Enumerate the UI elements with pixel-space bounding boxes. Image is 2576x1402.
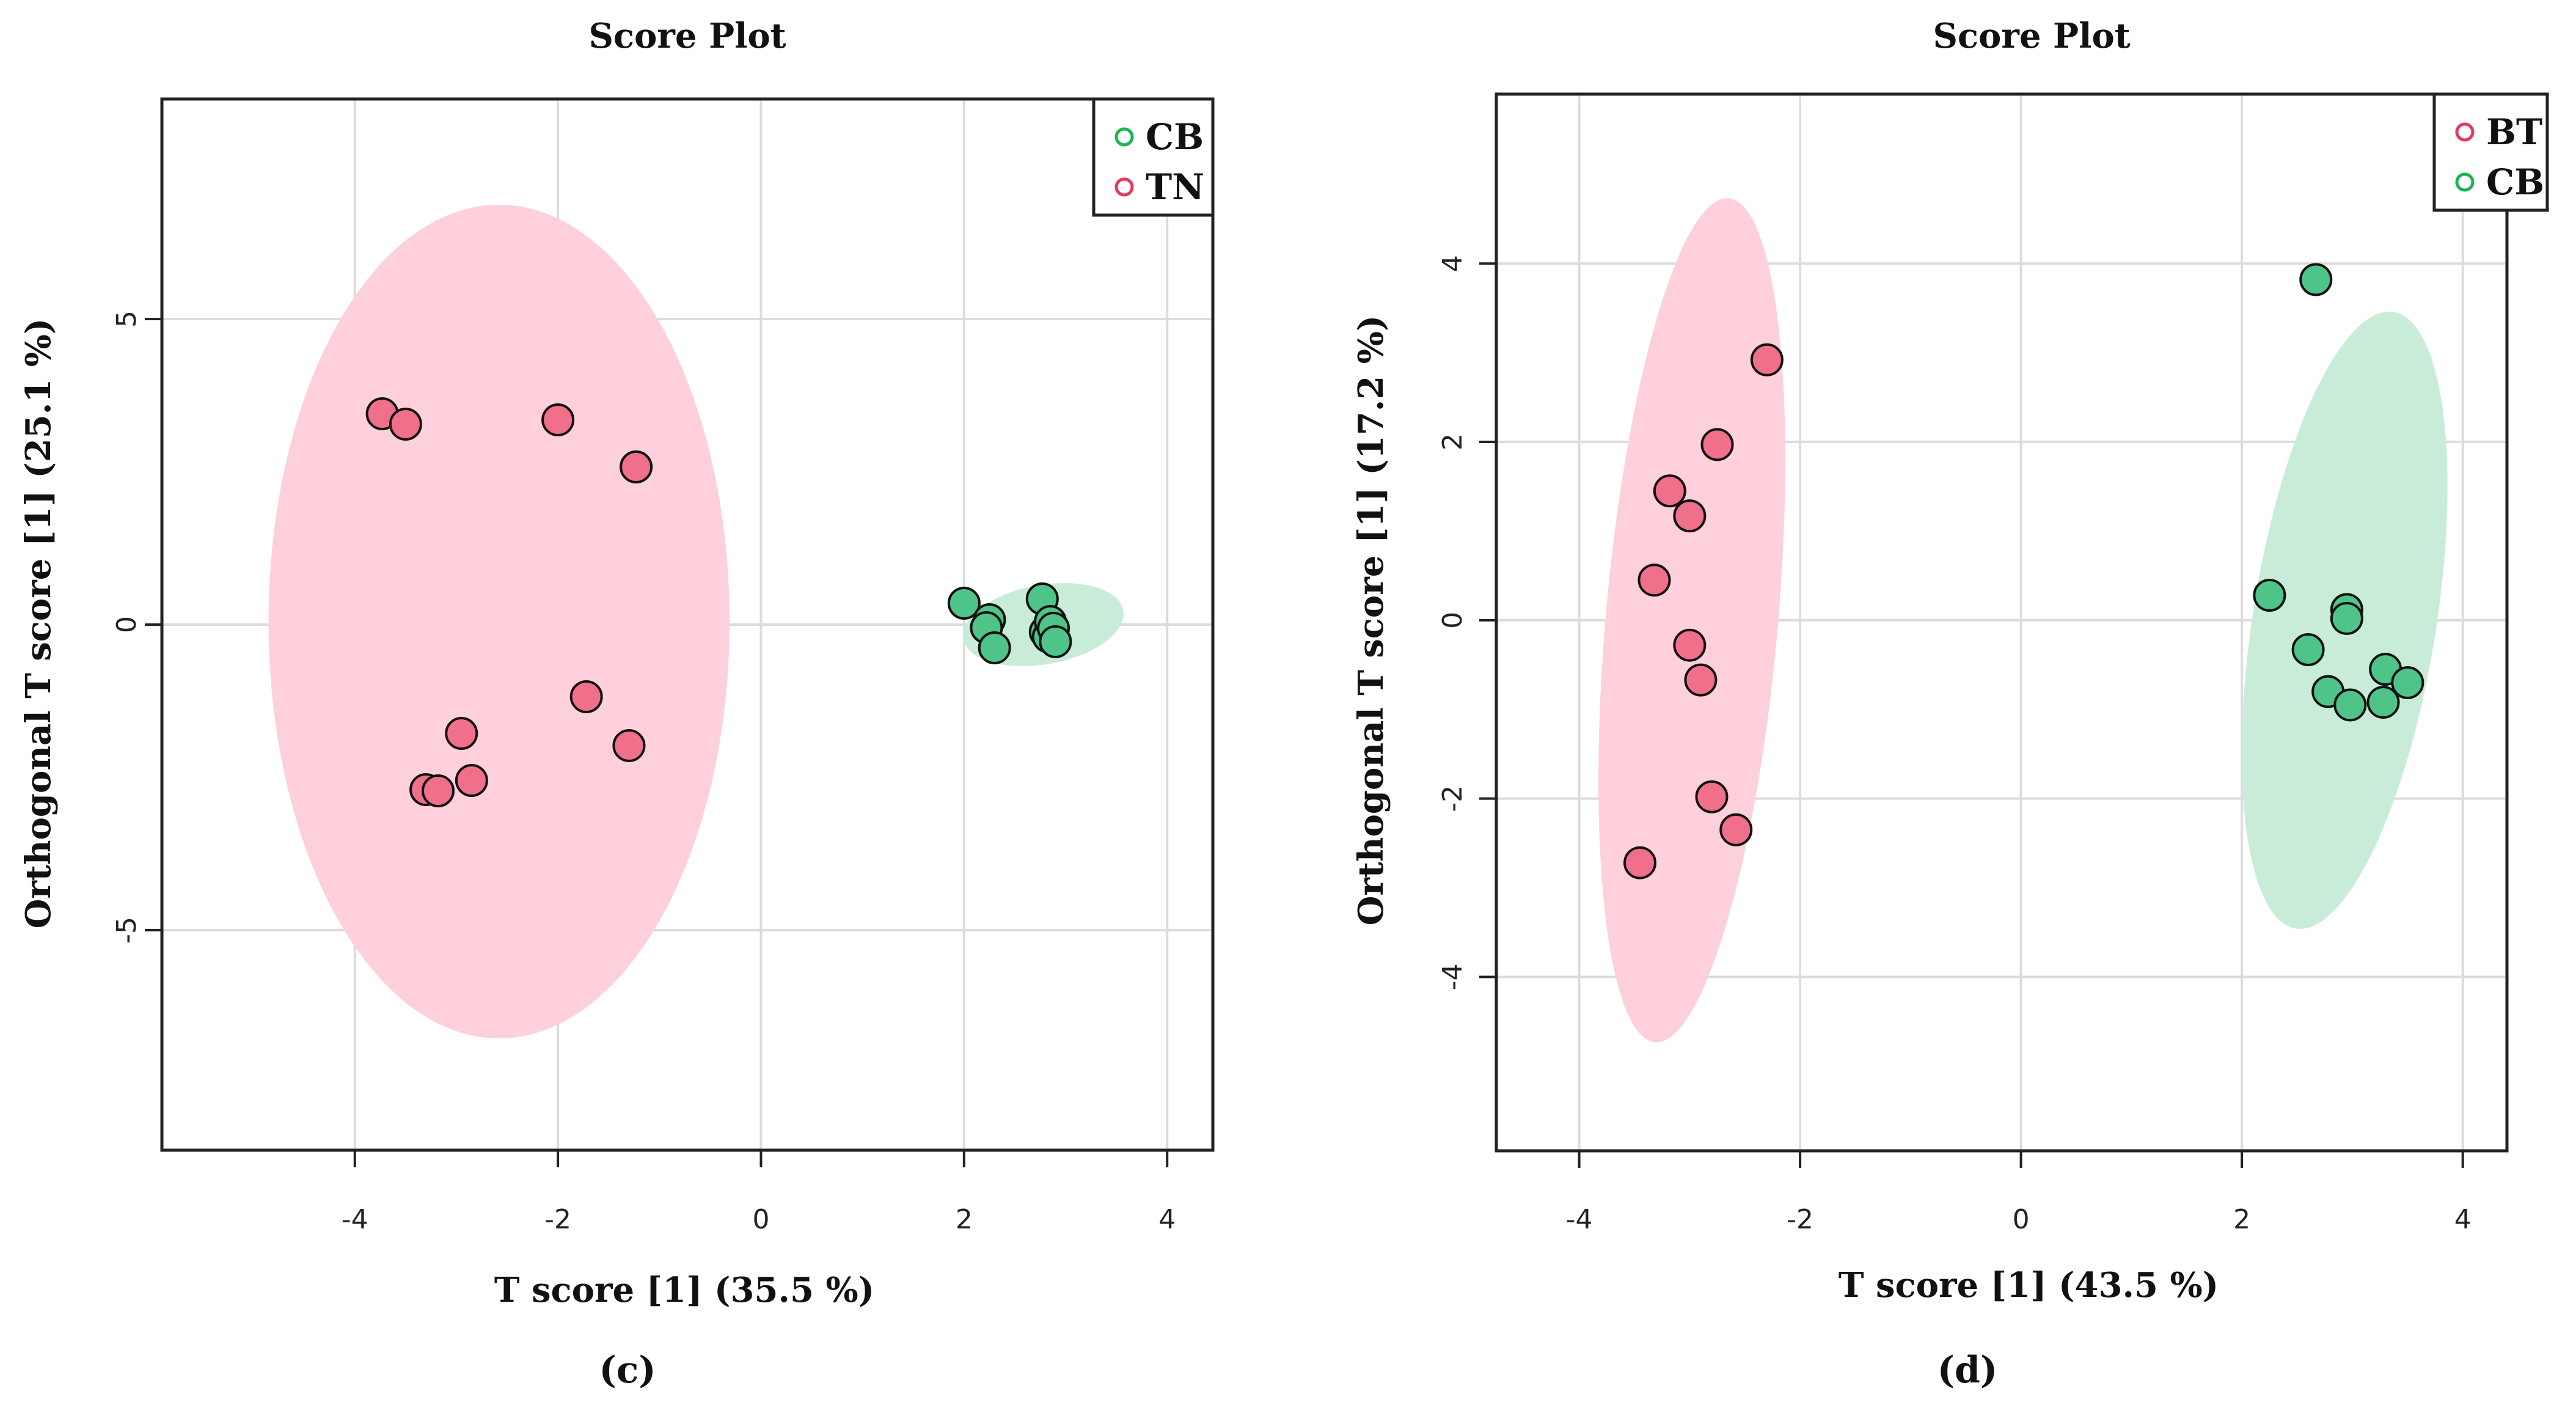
x-axis-label: T score [1] (35.5 %) <box>494 1270 874 1310</box>
legend: BT CB <box>2432 92 2549 212</box>
x-axis-label: T score [1] (43.5 %) <box>1839 1265 2219 1305</box>
data-point-cb <box>978 631 1011 664</box>
data-point-cb <box>947 587 981 620</box>
data-point-cb <box>2291 633 2325 667</box>
data-point-bt <box>1673 499 1707 533</box>
data-point-cb <box>1039 625 1072 658</box>
plot-area <box>1598 198 2448 1043</box>
x-tick-label: 2 <box>956 1204 973 1235</box>
x-tick-label: 4 <box>2454 1204 2472 1235</box>
data-point-bt <box>1719 813 1753 846</box>
x-tick-label: 0 <box>2013 1204 2030 1235</box>
data-point-tn <box>389 408 422 441</box>
legend-label-cb: CB <box>2486 161 2544 203</box>
data-point-bt <box>1695 780 1729 813</box>
legend-marker-bt <box>2455 122 2475 142</box>
legend-marker-tn <box>1114 177 1134 197</box>
y-axis-label: Orthogonal T score [1] (25.1 %) <box>18 318 59 929</box>
chart-title: Score Plot <box>1933 16 2130 56</box>
data-point-bt <box>1684 663 1718 697</box>
legend-marker-cb <box>2455 172 2475 192</box>
confidence-ellipse-bt <box>1598 198 1785 1043</box>
legend-label-cb: CB <box>1146 116 1204 158</box>
data-point-cb <box>2330 601 2363 635</box>
data-point-bt <box>1673 628 1707 662</box>
legend-label-bt: BT <box>2486 111 2542 153</box>
legend-label-tn: TN <box>1146 166 1204 208</box>
y-tick-label: -2 <box>1437 785 1468 812</box>
data-point-cb <box>2253 578 2286 612</box>
plot-frame <box>1495 92 2509 1153</box>
y-tick-label: 0 <box>1437 612 1468 629</box>
data-point-bt <box>1637 563 1671 597</box>
data-point-cb <box>2391 666 2424 699</box>
data-point-cb <box>2333 688 2367 722</box>
x-tick-label: -2 <box>1787 1204 1813 1235</box>
chart-title: Score Plot <box>588 16 786 56</box>
data-point-cb <box>2366 686 2400 719</box>
y-tick-label: 4 <box>1437 255 1468 272</box>
data-point-tn <box>569 680 603 713</box>
data-point-tn <box>612 729 646 762</box>
data-point-bt <box>1623 846 1656 879</box>
x-tick-label: -2 <box>544 1204 571 1235</box>
data-point-cb <box>2299 263 2333 296</box>
data-point-bt <box>1653 474 1686 508</box>
data-point-tn <box>455 764 488 797</box>
legend-marker-cb <box>1114 127 1134 147</box>
x-tick-label: -4 <box>1566 1204 1593 1235</box>
panel-label: (c) <box>599 1349 656 1392</box>
legend-box <box>1092 97 1215 217</box>
x-tick-label: 4 <box>1158 1204 1176 1235</box>
data-point-tn <box>541 403 575 436</box>
y-tick-label: 0 <box>111 616 142 633</box>
data-point-tn <box>620 450 653 483</box>
y-axis-label: Orthogonal T score [1] (17.2 %) <box>1351 315 1391 926</box>
y-tick-label: 2 <box>1437 433 1468 450</box>
x-tick-label: 0 <box>752 1204 769 1235</box>
x-tick-label: 2 <box>2233 1204 2250 1235</box>
x-tick-label: -4 <box>342 1204 368 1235</box>
data-point-tn <box>445 717 478 750</box>
y-tick-label: 5 <box>111 310 142 328</box>
score-plot-1: -4 -2 0 2 4 -4 -2 0 2 4 Score Plot T score [1] (43.… <box>1351 16 2549 1392</box>
panel-label: (d) <box>1937 1349 1998 1392</box>
data-point-tn <box>422 774 455 807</box>
plot-area <box>268 205 1124 1038</box>
legend: CB TN <box>1092 97 1215 217</box>
legend-box <box>2432 92 2549 212</box>
data-point-bt <box>1750 343 1784 376</box>
score-plot-0: -4 -2 0 2 4 -5 0 5 Score Plot T score [1] (35.5 %… <box>18 16 1215 1392</box>
data-point-bt <box>1700 428 1734 461</box>
y-tick-label: -5 <box>111 917 142 944</box>
y-tick-label: -4 <box>1437 964 1468 991</box>
confidence-ellipse-tn <box>268 205 730 1038</box>
